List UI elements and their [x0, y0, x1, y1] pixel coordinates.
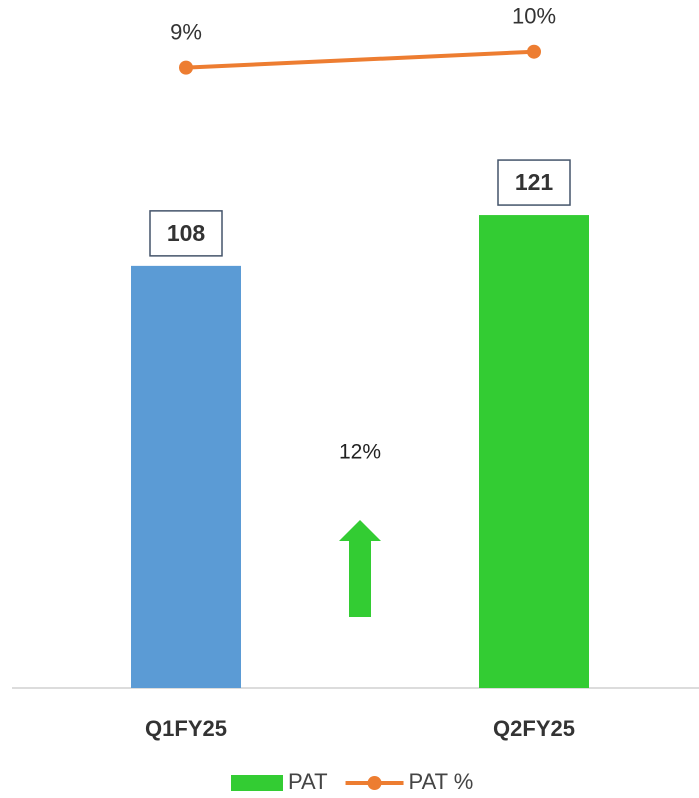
- x-tick-label: Q2FY25: [493, 716, 575, 741]
- line-marker: [179, 60, 193, 75]
- bar: [479, 215, 589, 688]
- bar: [131, 265, 241, 688]
- annotation: 12%: [339, 441, 381, 464]
- line: [185, 49, 535, 70]
- value-label: 10%: [512, 4, 556, 29]
- value-label: 121: [515, 169, 554, 195]
- value-label-box: [497, 159, 571, 206]
- value-label-box: [149, 210, 223, 257]
- legend-label: PAT: [288, 769, 328, 794]
- legend-swatch: [231, 775, 283, 791]
- value-label: 108: [167, 220, 206, 246]
- growth-arrow: [339, 520, 381, 617]
- value-label: 9%: [170, 19, 202, 44]
- x-tick-label: Q1FY25: [145, 716, 227, 741]
- line-marker: [527, 44, 541, 59]
- legend-label: PAT %: [409, 769, 474, 794]
- legend-swatch-marker: [367, 776, 382, 790]
